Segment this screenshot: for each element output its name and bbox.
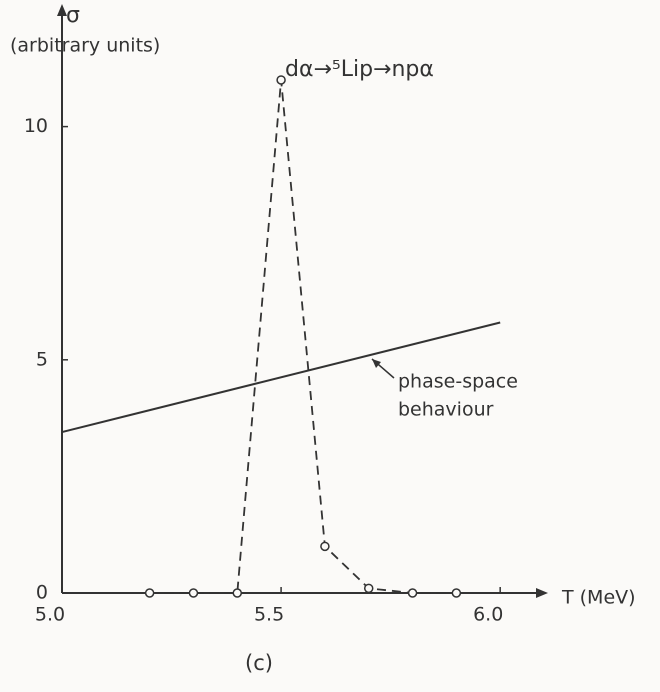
reaction-label: dα→⁵Lip→npα bbox=[285, 57, 434, 82]
data-point bbox=[232, 588, 243, 598]
data-point bbox=[363, 583, 374, 594]
y-tick-label: 0 bbox=[36, 582, 48, 604]
x-axis-label: T (MeV) bbox=[561, 587, 636, 609]
data-point bbox=[276, 75, 286, 85]
x-tick-label: 5.0 bbox=[35, 604, 65, 626]
y-tick-label: 10 bbox=[24, 115, 48, 137]
series-line bbox=[61, 321, 501, 434]
annotation: behaviour bbox=[398, 399, 494, 421]
data-point bbox=[320, 541, 330, 552]
y-axis-sublabel: (arbitrary units) bbox=[10, 35, 160, 57]
data-point bbox=[451, 588, 462, 598]
annotation-arrowhead bbox=[372, 359, 381, 368]
x-tick-label: 5.5 bbox=[254, 604, 284, 626]
x-tick-label: 6.0 bbox=[473, 604, 503, 626]
annotation: phase-space bbox=[398, 371, 518, 393]
data-point bbox=[407, 588, 418, 598]
caption: (c) bbox=[245, 651, 273, 675]
series-line bbox=[149, 79, 457, 594]
y-axis-arrow bbox=[57, 4, 67, 16]
data-point bbox=[144, 588, 155, 598]
data-point bbox=[188, 588, 199, 598]
x-axis-arrow bbox=[536, 588, 548, 598]
y-tick-label: 5 bbox=[36, 348, 48, 370]
y-axis-label: σ bbox=[66, 3, 80, 28]
